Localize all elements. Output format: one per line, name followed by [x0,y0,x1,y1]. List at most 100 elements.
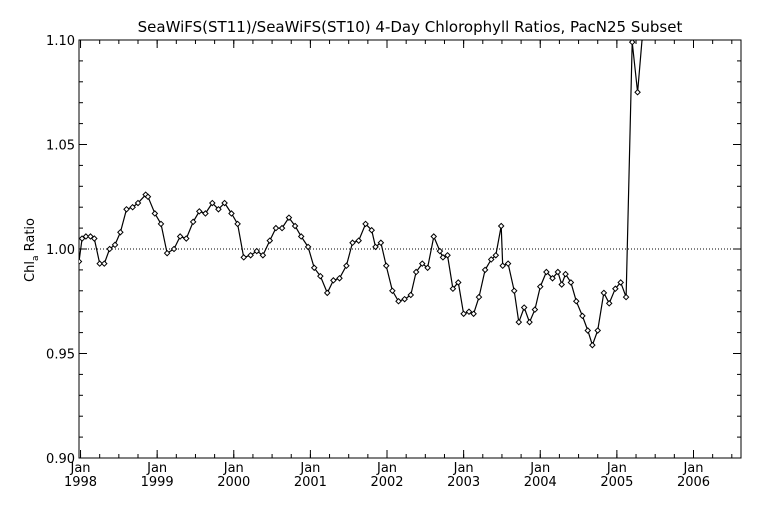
x-tick-label-year: 2001 [294,475,327,490]
data-point [79,235,86,242]
data-point [323,289,331,297]
data-point [82,233,90,240]
data-point [372,243,379,251]
x-tick-label-month: Jan [146,461,167,476]
data-point [330,277,337,284]
data-point [475,293,483,301]
data-point [111,241,119,249]
x-tick-label-month: Jan [682,461,703,476]
data-point [117,228,124,236]
data-point [589,341,596,349]
y-axis-label-main: Chl [23,261,38,282]
data-point [536,283,544,290]
data-point [297,233,305,240]
data-point [349,239,356,247]
data-point [449,285,457,293]
x-tick-label-year: 2004 [524,475,557,490]
data-point [554,268,562,276]
data-point [195,208,203,215]
data-point [202,210,209,217]
data-point [543,268,550,276]
data-point [515,318,523,326]
data-point [470,310,477,318]
data-point [567,279,575,286]
data-point [634,88,641,96]
data-point [91,235,98,242]
data-point [412,268,420,276]
data-point [617,279,625,286]
data-point [454,279,462,286]
x-tick-label-month: Jan [376,461,397,476]
data-point [228,210,235,217]
data-point [100,260,108,267]
y-axis-label-rest: Ratio [23,218,38,256]
data-point [436,247,444,255]
data-point [317,272,324,280]
data-point [628,40,636,46]
data-point [460,310,467,318]
data-point [106,245,113,253]
data-point [304,243,312,251]
x-tick-label-month: Jan [529,461,550,476]
data-point [368,226,375,234]
data-point [401,295,408,303]
x-tick-label-month: Jan [299,461,320,476]
data-point [291,222,299,230]
data-point [234,220,241,228]
data-point [87,233,94,240]
data-point [640,40,644,42]
data-point [144,193,152,201]
data-point [266,237,274,244]
x-tick-label-month: Jan [70,461,91,476]
data-point [444,251,451,259]
x-tick-label-month: Jan [223,461,244,476]
data-point [558,281,566,288]
data-point [170,245,178,253]
x-tick-label-year: 2003 [447,475,480,490]
data-point [221,199,228,207]
data-point [418,260,426,267]
x-tick-label-year: 2002 [370,475,403,490]
data-point [209,199,216,207]
x-tick-label-year: 2000 [217,475,250,490]
data-point [622,293,630,301]
data-point [430,233,438,240]
data-point [377,239,385,247]
data-point [549,274,556,282]
data-point [79,258,83,265]
data-point [134,199,142,207]
series-markers-group [79,40,644,349]
x-tick-label-year: 2005 [600,475,633,490]
x-tick-label-month: Jan [606,461,627,476]
data-point [594,327,602,334]
data-point [612,285,619,293]
data-point [182,235,190,242]
data-point [163,249,171,257]
x-tick-label-year: 1999 [141,475,174,490]
data-point [355,237,362,244]
y-axis-label: Chla Ratio [23,218,41,282]
data-point [129,203,136,211]
data-point [253,247,261,255]
data-point [343,262,350,270]
y-tick-label: 1.05 [46,139,75,154]
data-point [336,274,343,282]
x-tick-label-year: 1998 [64,475,97,490]
data-point [481,266,489,274]
data-point [157,220,165,228]
data-point [123,205,130,213]
y-tick-label: 0.95 [46,348,75,363]
data-point [510,287,518,295]
data-point [247,251,254,259]
data-point [579,312,586,320]
data-point [439,254,447,261]
y-tick-label: 1.10 [46,34,75,49]
data-point [272,224,280,232]
data-point [562,270,569,278]
data-point [151,210,159,217]
data-point [424,264,431,272]
series-line [79,40,643,347]
y-tick-label: 1.00 [46,243,75,258]
chart-title: SeaWiFS(ST11)/SeaWiFS(ST10) 4-Day Chloro… [138,18,683,36]
data-point [382,262,390,270]
